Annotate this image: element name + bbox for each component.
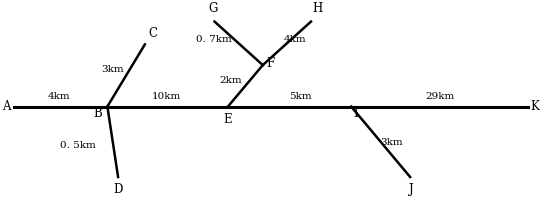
Text: 3km: 3km xyxy=(101,65,124,74)
Text: 0. 5km: 0. 5km xyxy=(60,141,96,150)
Text: 0. 7km: 0. 7km xyxy=(196,35,231,44)
Text: G: G xyxy=(208,2,218,15)
Text: I: I xyxy=(353,107,358,120)
Text: C: C xyxy=(149,27,158,40)
Text: D: D xyxy=(113,183,123,196)
Text: 2km: 2km xyxy=(220,76,242,85)
Text: K: K xyxy=(531,100,540,113)
Text: J: J xyxy=(409,183,414,196)
Text: H: H xyxy=(313,2,323,15)
Text: F: F xyxy=(267,57,275,69)
Text: 3km: 3km xyxy=(380,138,403,147)
Text: 10km: 10km xyxy=(152,92,181,101)
Text: 4km: 4km xyxy=(48,92,70,101)
Text: B: B xyxy=(93,107,102,120)
Text: E: E xyxy=(224,113,233,126)
Text: 5km: 5km xyxy=(289,92,312,101)
Text: 4km: 4km xyxy=(283,35,306,44)
Text: A: A xyxy=(2,100,11,113)
Text: 29km: 29km xyxy=(425,92,454,101)
